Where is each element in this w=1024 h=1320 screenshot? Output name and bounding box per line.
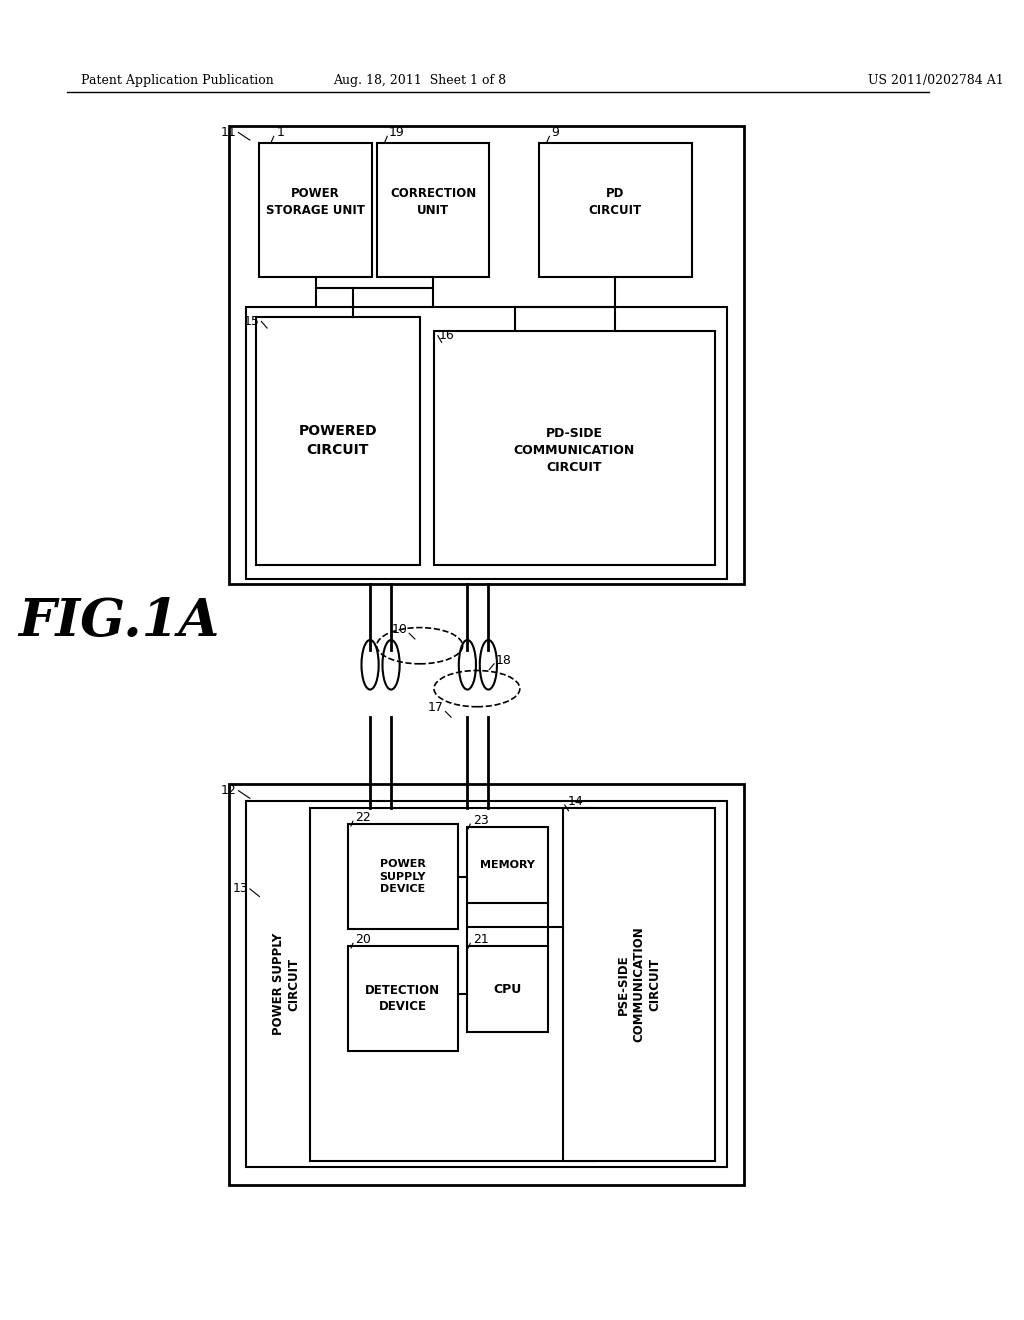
- Text: POWER
SUPPLY
DEVICE: POWER SUPPLY DEVICE: [379, 859, 426, 894]
- Text: 19: 19: [389, 125, 404, 139]
- Text: 9: 9: [551, 125, 559, 139]
- Bar: [256, 317, 420, 565]
- Bar: [310, 808, 596, 1160]
- Bar: [246, 308, 727, 579]
- Bar: [434, 331, 716, 565]
- Text: CORRECTION
UNIT: CORRECTION UNIT: [390, 187, 476, 216]
- Ellipse shape: [480, 640, 497, 689]
- Bar: [259, 143, 372, 276]
- Ellipse shape: [361, 640, 379, 689]
- Text: 16: 16: [438, 329, 455, 342]
- Text: 13: 13: [232, 883, 248, 895]
- Text: POWER SUPPLY
CIRCUIT: POWER SUPPLY CIRCUIT: [271, 933, 301, 1035]
- Text: CPU: CPU: [494, 982, 521, 995]
- Text: 11: 11: [221, 125, 237, 139]
- Bar: [539, 143, 691, 276]
- Text: 22: 22: [355, 810, 371, 824]
- Text: 18: 18: [496, 653, 512, 667]
- Text: FIG.1A: FIG.1A: [18, 597, 220, 647]
- Text: PSE-SIDE
COMMUNICATION
CIRCUIT: PSE-SIDE COMMUNICATION CIRCUIT: [616, 927, 662, 1043]
- Text: DETECTION
DEVICE: DETECTION DEVICE: [365, 985, 440, 1014]
- Text: MEMORY: MEMORY: [480, 861, 535, 870]
- Bar: [229, 784, 744, 1184]
- Text: 20: 20: [355, 933, 371, 946]
- Text: POWER
STORAGE UNIT: POWER STORAGE UNIT: [266, 187, 366, 216]
- Ellipse shape: [383, 640, 399, 689]
- Bar: [348, 824, 458, 929]
- Bar: [467, 826, 549, 903]
- Bar: [348, 946, 458, 1051]
- Text: 10: 10: [391, 623, 408, 636]
- Text: Aug. 18, 2011  Sheet 1 of 8: Aug. 18, 2011 Sheet 1 of 8: [333, 74, 506, 87]
- Text: 1: 1: [276, 125, 285, 139]
- Ellipse shape: [459, 640, 476, 689]
- Text: 14: 14: [567, 795, 584, 808]
- Text: 23: 23: [473, 813, 488, 826]
- Text: PD
CIRCUIT: PD CIRCUIT: [589, 187, 642, 216]
- Text: US 2011/0202784 A1: US 2011/0202784 A1: [868, 74, 1004, 87]
- Bar: [229, 125, 744, 583]
- Bar: [467, 946, 549, 1032]
- Text: 17: 17: [428, 701, 443, 714]
- Text: PD-SIDE
COMMUNICATION
CIRCUIT: PD-SIDE COMMUNICATION CIRCUIT: [514, 426, 635, 474]
- Text: Patent Application Publication: Patent Application Publication: [81, 74, 273, 87]
- Text: 12: 12: [221, 784, 237, 797]
- Text: POWERED
CIRCUIT: POWERED CIRCUIT: [298, 425, 377, 457]
- Text: 21: 21: [473, 933, 488, 946]
- Bar: [563, 808, 716, 1160]
- Bar: [246, 801, 727, 1167]
- Bar: [377, 143, 489, 276]
- Text: 15: 15: [244, 315, 259, 327]
